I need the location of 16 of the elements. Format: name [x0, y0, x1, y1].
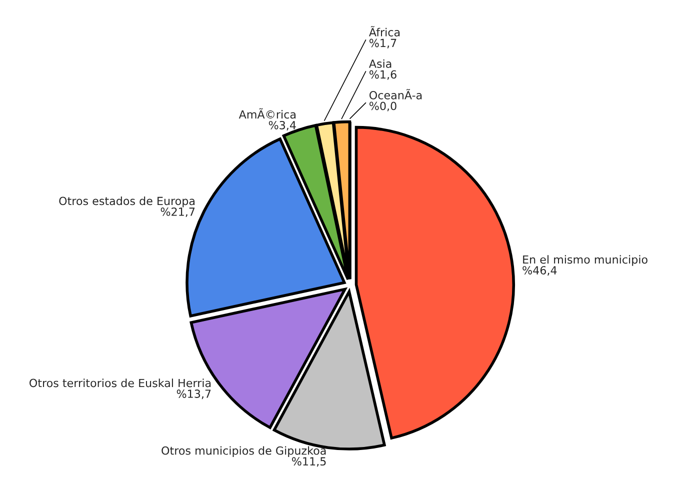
category-label: OceanÃ-a — [370, 89, 422, 100]
slice-label: Otros estados de Europa — [59, 196, 194, 208]
slice-label: Ãfrica — [368, 26, 400, 36]
data-label: %11,5 — [292, 457, 326, 467]
data-label: %13,7 — [176, 390, 211, 400]
data-label: %3,4 — [268, 120, 296, 130]
data-label: %1,6 — [370, 70, 396, 80]
slice-label: Otros territorios de Euskal Herria — [30, 378, 211, 388]
slice-label: En el mismo municipio — [523, 255, 648, 266]
data-label: %46,4 — [522, 266, 557, 276]
slice-label: Asia — [368, 59, 392, 68]
data-label: %21,7 — [160, 208, 195, 218]
slice-label: AmÃ©rica — [238, 108, 296, 119]
data-label: %1,7 — [370, 38, 396, 48]
text: %0,0 — [370, 102, 396, 112]
slice-label: Otros municipios de Gipuzkoa — [162, 446, 326, 457]
